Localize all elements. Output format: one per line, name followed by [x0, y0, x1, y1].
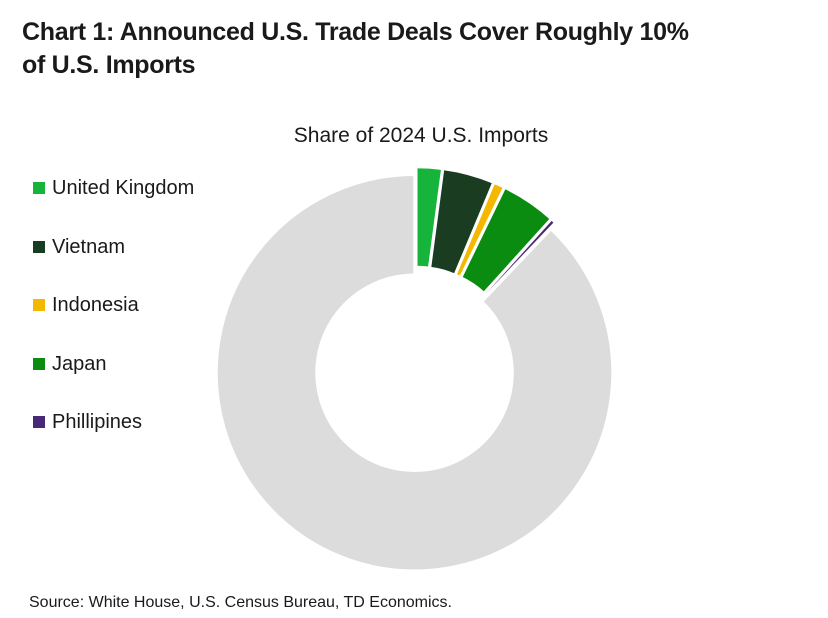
- legend-swatch: [33, 357, 45, 370]
- source-note: Source: White House, U.S. Census Bureau,…: [29, 594, 452, 611]
- chart-title: Share of 2024 U.S. Imports: [293, 124, 549, 147]
- chart-heading-line-1: Chart 1: Announced U.S. Trade Deals Cove…: [22, 18, 689, 46]
- legend-swatch: [33, 416, 45, 428]
- legend-label: Japan: [52, 352, 107, 375]
- donut-slice-phillipines: [483, 217, 557, 297]
- legend-label: United Kingdom: [52, 177, 195, 199]
- chart-heading: Chart 1: Announced U.S. Trade Deals Cove…: [22, 16, 812, 82]
- legend-label: Vietnam: [52, 235, 126, 258]
- donut-slice-remainder: [215, 173, 614, 572]
- legend-swatch: [33, 240, 45, 253]
- legend-swatch: [33, 299, 45, 311]
- chart-heading-line-2: of U.S. Imports: [22, 51, 196, 79]
- legend-label: Indonesia: [52, 294, 139, 316]
- legend-label: Phillipines: [52, 411, 143, 433]
- legend-swatch: [33, 182, 45, 194]
